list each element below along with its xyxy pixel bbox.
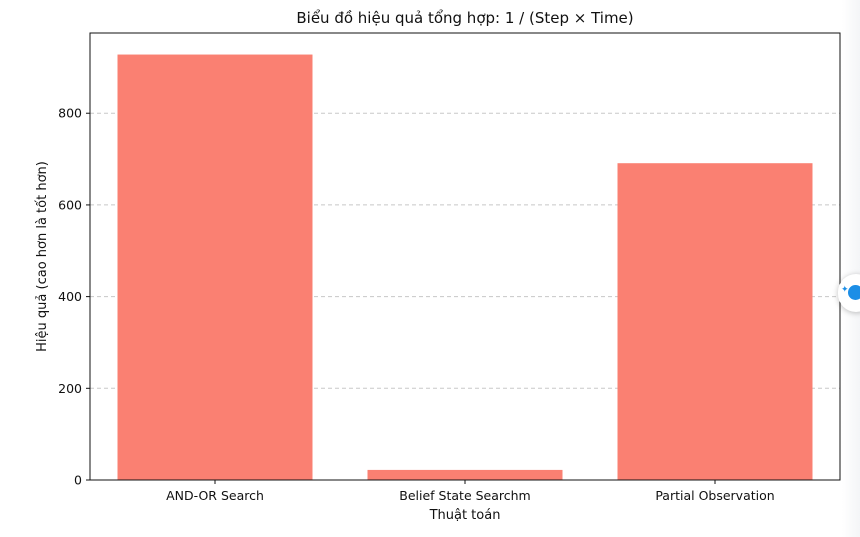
bars xyxy=(117,54,813,481)
x-axis-label: Thuật toán xyxy=(429,508,501,523)
y-axis-label: Hiệu quả (cao hơn là tốt hơn) xyxy=(35,161,50,352)
bar-1 xyxy=(367,469,563,480)
bar-2 xyxy=(617,163,813,481)
y-tick-label: 0 xyxy=(74,473,82,488)
side-panel-edge xyxy=(842,0,860,537)
chart-title: Biểu đồ hiệu quả tổng hợp: 1 / (Step × T… xyxy=(296,9,633,27)
x-tick-label: Belief State Searchm xyxy=(399,488,530,503)
sparkle-icon: ✦ xyxy=(841,285,849,295)
y-tick-label: 400 xyxy=(58,289,82,304)
y-tick-label: 600 xyxy=(58,197,82,212)
ai-assistant-icon xyxy=(848,285,860,300)
x-tick-label: Partial Observation xyxy=(655,488,774,503)
assistant-button[interactable]: ✦ xyxy=(838,274,860,312)
x-tick-label: AND-OR Search xyxy=(166,488,264,503)
y-axis-ticks: 0 200 400 600 800 xyxy=(58,106,90,488)
y-tick-label: 200 xyxy=(58,381,82,396)
x-axis-ticks: AND-OR Search Belief State Searchm Partial… xyxy=(166,480,775,503)
bar-0 xyxy=(117,54,313,480)
y-tick-label: 800 xyxy=(58,106,82,121)
